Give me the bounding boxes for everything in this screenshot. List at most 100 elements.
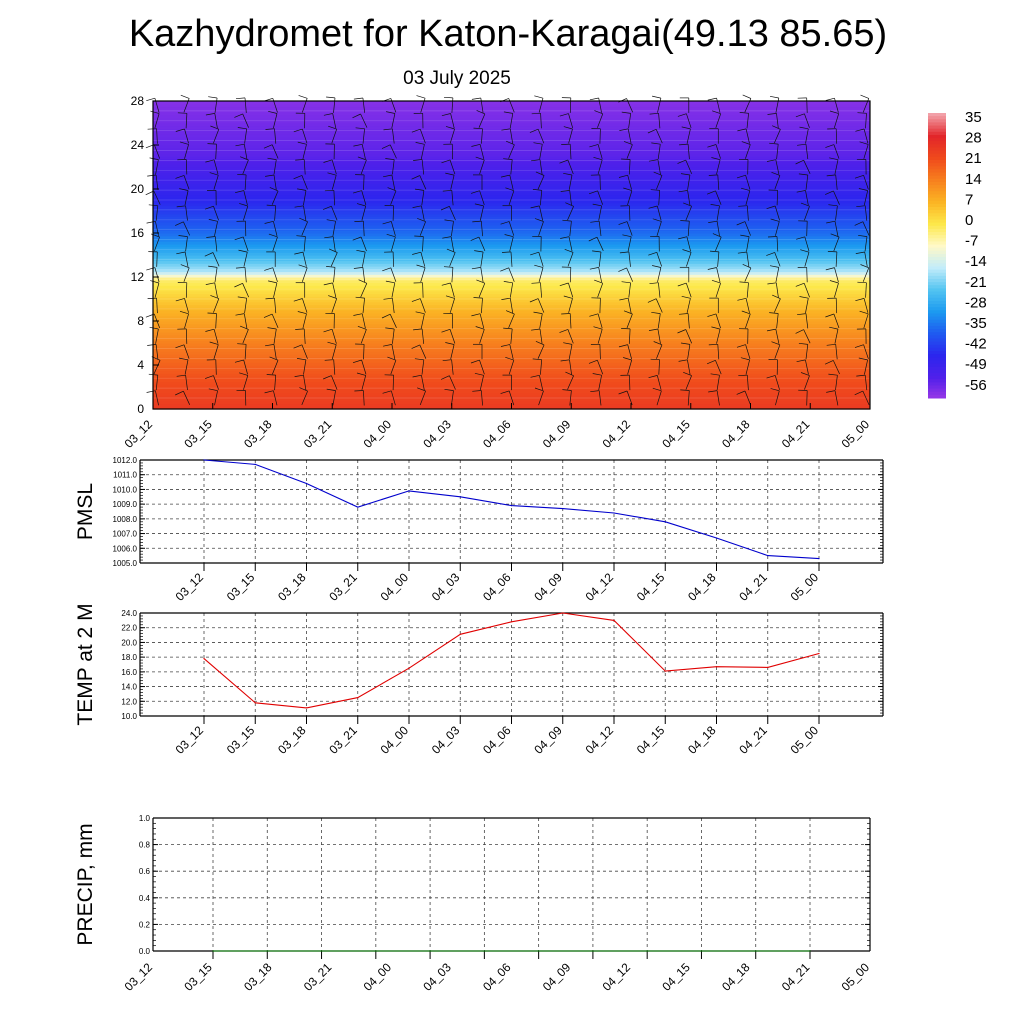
temp2m-data-point [254,702,256,704]
wind-barb-staff [274,298,277,314]
wind-barb-staff [687,359,691,375]
wind-barb-staff [449,206,456,221]
wind-barb-flag [383,297,393,300]
colorbar-swatch [928,159,946,164]
wind-barb-flag [830,233,840,238]
wind-barb-staff [390,236,396,252]
wind-barb-staff [746,375,749,391]
wind-barb-staff [509,282,514,298]
wind-barb-staff [806,221,808,237]
wind-barb-staff [773,129,781,144]
wind-barb-flag [683,202,692,207]
wind-barb-staff [244,344,247,360]
wind-barb-staff [805,344,809,360]
wind-barb-flag [471,97,481,100]
wind-barb-flag [682,249,692,253]
wind-barb-staff [213,175,219,190]
wind-barb-staff [331,175,337,190]
wind-barb-flag [147,174,157,177]
wind-barb-flag [619,251,629,254]
wind-barb-flag [440,205,450,211]
wind-barb-staff [834,390,839,406]
colorbar-swatch [928,357,946,361]
wind-barb-staff [629,205,631,221]
x-tick-label: 04_06 [480,723,514,757]
wind-barb-staff [420,267,426,283]
wind-barb-staff [510,251,513,267]
wind-barb-flag [824,360,834,365]
wind-barb-flag [208,219,218,222]
wind-barb-staff [508,190,515,206]
wind-barb-flag [710,373,720,376]
wind-barb-flag [800,202,810,207]
wind-barb-staff [745,359,750,375]
profile-shade-band [153,310,870,314]
wind-barb-staff [538,267,544,283]
wind-barb-flag [416,264,426,268]
wind-barb-flag [263,144,273,149]
y-tick-label: 0.6 [139,867,151,876]
colorbar-swatch [928,250,946,255]
wind-barb-flag [736,221,746,226]
wind-barb-staff [775,267,780,283]
wind-barb-staff [687,174,691,190]
wind-barb-staff [716,159,721,175]
temp-panel: 10.0 12.0 14.0 16.0 18.0 20.0 22.0 24.0 03_12 03_… [74,603,884,757]
wind-barb-staff [567,375,574,390]
wind-barb-flag [677,329,686,334]
wind-barb-staff [627,190,633,206]
wind-barb-staff [242,283,250,298]
colorbar-label: -56 [965,377,987,394]
wind-barb-flag [766,205,776,210]
wind-barb-flag [476,110,486,115]
colorbar-swatch [928,291,946,296]
colorbar-swatch [928,175,946,180]
wind-barb-staff [628,282,631,298]
wind-barb-staff [569,97,572,113]
wind-barb-flag [826,174,836,177]
wind-barb-staff [597,283,604,298]
wind-barb-flag [565,371,574,377]
wind-barb-flag [500,390,510,394]
wind-barb-flag [706,190,716,195]
wind-barb-staff [479,205,484,221]
colorbar-swatch [928,163,946,167]
wind-barb-flag [235,313,245,316]
wind-barb-flag [268,233,278,238]
wind-barb-staff [627,128,632,144]
wind-barb-staff [153,190,161,205]
x-tick-label: 04_12 [583,723,617,757]
wind-barb-flag [593,156,603,161]
wind-barb-staff [628,328,631,344]
wind-barb-flag [209,341,219,345]
wind-barb-staff [863,144,869,159]
wind-barb-staff [716,329,721,344]
wind-barb-staff [835,174,838,190]
wind-barb-staff [862,267,870,282]
colorbar-swatch [928,141,946,145]
wind-barb-flag [239,372,248,376]
wind-barb-flag [711,157,721,161]
wind-barb-staff [392,251,394,267]
colorbar-swatch [928,125,946,130]
wind-barb-staff [154,113,160,129]
wind-barb-flag [653,171,663,176]
wind-barb-staff [361,375,367,390]
wind-barb-staff [598,375,602,391]
wind-barb-staff [835,205,838,221]
wind-barb-flag [476,279,485,284]
colorbar-swatch [928,222,946,227]
wind-barb-staff [392,205,394,221]
colorbar-swatch [928,247,946,252]
wind-barb-staff [537,298,545,313]
wind-barb-flag [533,142,543,145]
temp2m-data-point [664,670,666,672]
colorbar-swatch [928,122,946,127]
colorbar-swatch [928,338,946,343]
wind-barb-staff [568,128,573,144]
wind-barb-flag [857,281,867,284]
wind-barb-flag [854,344,864,348]
wind-barb-flag [411,128,421,133]
colorbar-swatch [928,313,946,318]
wind-barb-staff [243,190,248,206]
